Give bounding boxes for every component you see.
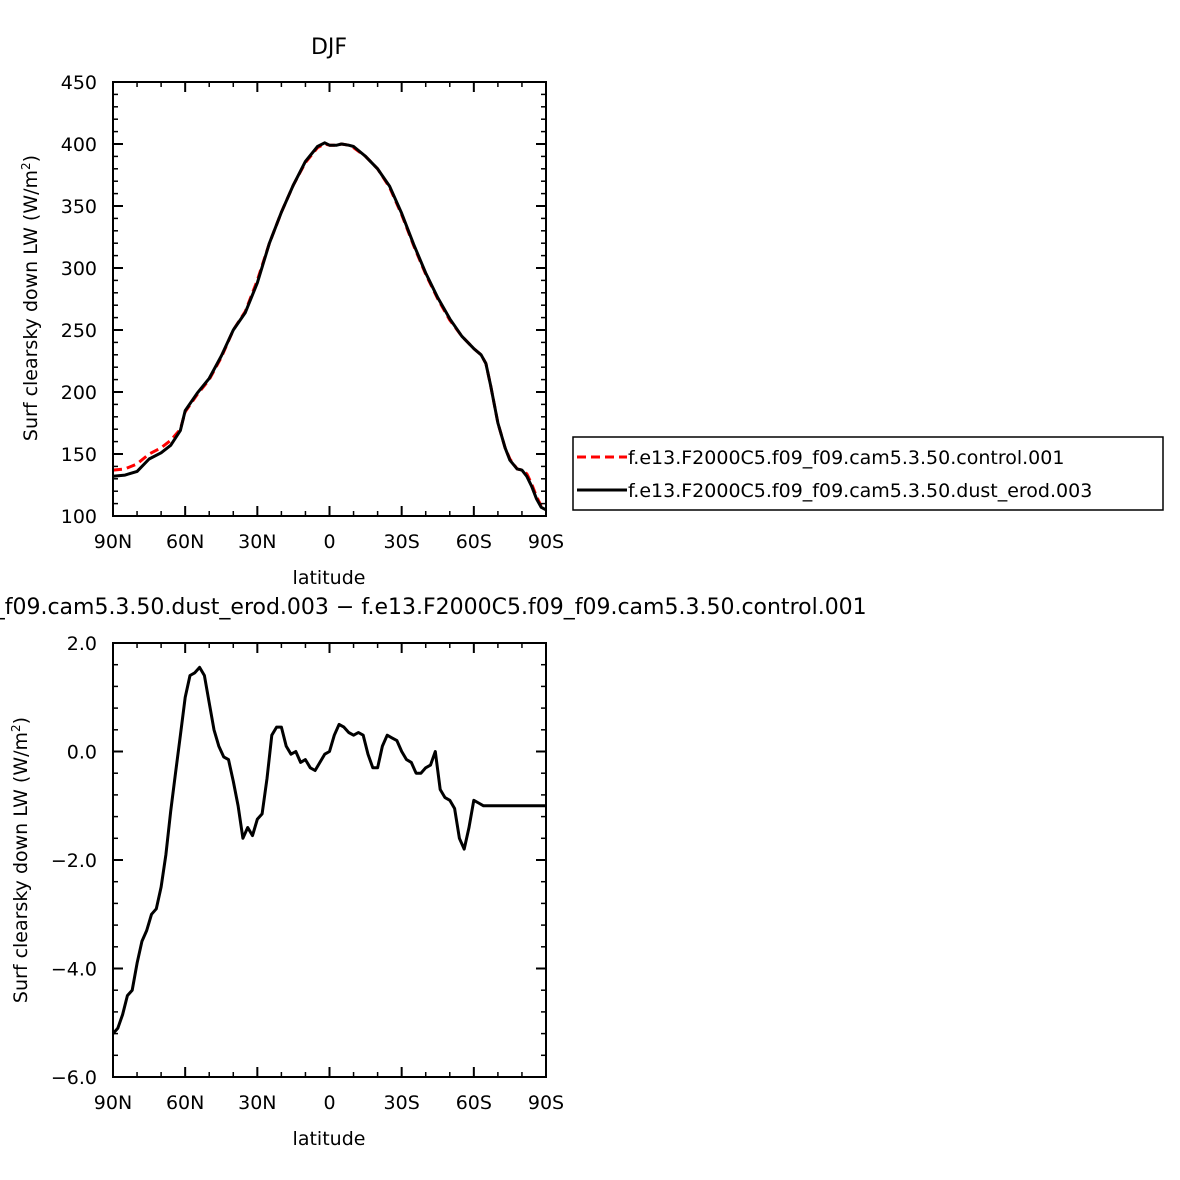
top-ylabel-sup: 2 bbox=[19, 162, 33, 170]
top-xtick-label: 60S bbox=[456, 531, 492, 553]
bottom-xtick-label: 90N bbox=[94, 1092, 132, 1114]
bottom-ytick-label: −2.0 bbox=[51, 850, 97, 872]
top-plot-frame bbox=[112, 81, 547, 517]
bottom-ylabel-sup: 2 bbox=[9, 724, 23, 732]
top-xtick-label: 30N bbox=[238, 531, 276, 553]
bottom-xtick-label: 30N bbox=[238, 1092, 276, 1114]
bottom-series-line-0 bbox=[111, 665, 546, 1035]
bottom-panel: f.e13.F2000C5.f09_f09.cam5.3.50.dust_ero… bbox=[0, 595, 867, 1150]
bottom-xtick-label: 60N bbox=[166, 1092, 204, 1114]
top-ytick-label: 200 bbox=[61, 382, 97, 404]
top-xtick-label: 30S bbox=[384, 531, 420, 553]
top-ylabel-main: Surf clearsky down LW (W/m bbox=[20, 170, 42, 441]
top-ylabel: Surf clearsky down LW (W/m2) bbox=[19, 155, 42, 441]
top-ytick-label: 450 bbox=[61, 72, 97, 94]
top-xtick-label: 60N bbox=[166, 531, 204, 553]
legend-box bbox=[572, 436, 1164, 511]
bottom-xlabel: latitude bbox=[293, 1128, 366, 1150]
bottom-xtick-label: 90S bbox=[528, 1092, 564, 1114]
top-ytick-label: 300 bbox=[61, 258, 97, 280]
bottom-axes: 90N 60N 30N 0 30S 60S 90S −6.0 −4.0 −2.0 0.0 2.0 bbox=[51, 633, 564, 1114]
legend-label-dust-erod: f.e13.F2000C5.f09_f09.cam5.3.50.dust_ero… bbox=[628, 480, 1092, 502]
bottom-xtick-label: 0 bbox=[323, 1092, 335, 1114]
bottom-ytick-label: −4.0 bbox=[51, 959, 97, 981]
top-ytick-label: 250 bbox=[61, 320, 97, 342]
top-xtick-label: 90N bbox=[94, 531, 132, 553]
top-ylabel-tail: ) bbox=[20, 155, 42, 162]
bottom-ylabel: Surf clearsky down LW (W/m2) bbox=[9, 717, 32, 1003]
top-xtick-label: 90S bbox=[528, 531, 564, 553]
bottom-ytick-label: 0.0 bbox=[67, 742, 97, 764]
bottom-ylabel-tail: ) bbox=[10, 717, 32, 724]
top-title: DJF bbox=[311, 35, 347, 60]
top-ytick-label: 350 bbox=[61, 196, 97, 218]
legend-label-control: f.e13.F2000C5.f09_f09.cam5.3.50.control.… bbox=[628, 447, 1064, 469]
bottom-ytick-label: −6.0 bbox=[51, 1067, 97, 1089]
legend: f.e13.F2000C5.f09_f09.cam5.3.50.control.… bbox=[572, 436, 1164, 511]
top-series-group bbox=[112, 141, 547, 512]
top-ytick-label: 150 bbox=[61, 444, 97, 466]
bottom-ytick-label: 2.0 bbox=[67, 633, 97, 655]
top-series-line-0 bbox=[112, 142, 547, 510]
top-xlabel: latitude bbox=[293, 567, 366, 589]
bottom-series-group bbox=[111, 665, 546, 1035]
bottom-xtick-label: 60S bbox=[456, 1092, 492, 1114]
bottom-xtick-label: 30S bbox=[384, 1092, 420, 1114]
bottom-ylabel-main: Surf clearsky down LW (W/m bbox=[10, 732, 32, 1003]
bottom-plot-frame bbox=[112, 642, 547, 1078]
top-ytick-label: 400 bbox=[61, 134, 97, 156]
top-ytick-label: 100 bbox=[61, 506, 97, 528]
top-axes: 90N 60N 30N 0 30S 60S 90S 100 150 200 250 300 350 400… bbox=[61, 72, 564, 553]
top-series-line-1 bbox=[112, 141, 547, 512]
bottom-title: f.e13.F2000C5.f09_f09.cam5.3.50.dust_ero… bbox=[0, 595, 867, 620]
top-panel: DJF 90N 60N 30N 0 30S 60S 90S 100 150 200 250 300 35… bbox=[19, 35, 1164, 589]
top-xtick-label: 0 bbox=[323, 531, 335, 553]
